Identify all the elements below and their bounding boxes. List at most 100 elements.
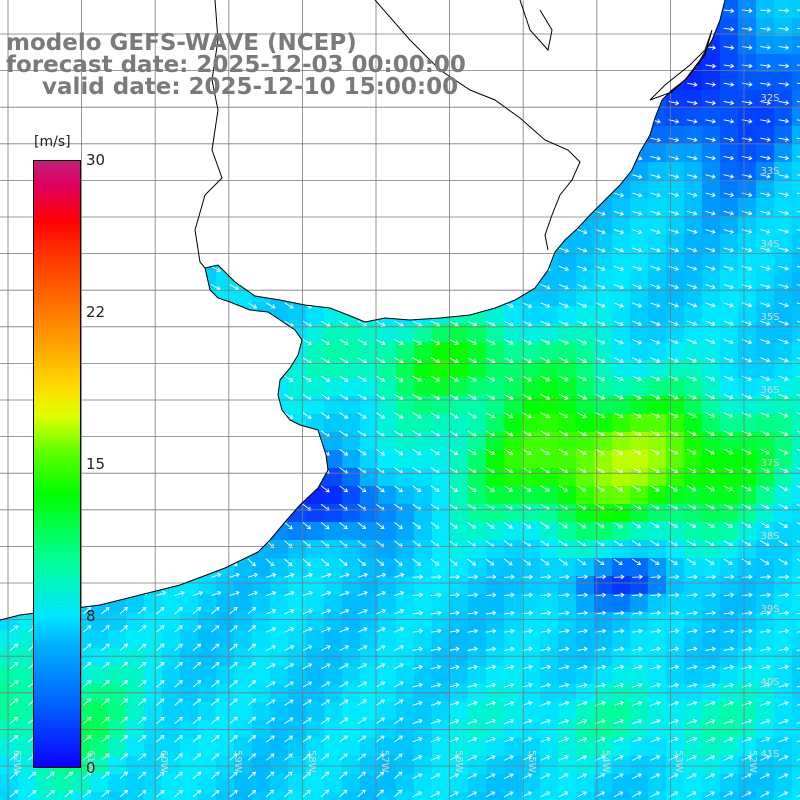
wind-speed-cell (648, 324, 667, 343)
wind-speed-cell (54, 792, 73, 800)
wind-arrow (412, 773, 423, 780)
wind-arrow (540, 558, 550, 566)
wind-speed-cell (306, 324, 325, 343)
wind-arrow (540, 320, 551, 327)
wind-speed-cell (324, 414, 343, 433)
wind-speed-cell (738, 162, 757, 181)
wind-arrow (174, 661, 183, 670)
wind-arrow (284, 663, 295, 670)
wind-arrow (760, 558, 770, 565)
wind-speed-cell (540, 414, 559, 433)
wind-speed-cell (162, 684, 181, 703)
wind-speed-cell (738, 270, 757, 289)
wind-speed-cell (738, 648, 757, 667)
wind-arrow (796, 247, 800, 253)
latitude-label: 38S (760, 531, 779, 542)
wind-arrow (137, 716, 147, 725)
wind-arrow (632, 592, 644, 598)
wind-speed-cell (108, 612, 127, 631)
wind-speed-cell (702, 342, 721, 361)
wind-arrow (375, 357, 386, 364)
wind-speed-cell (144, 774, 163, 793)
wind-arrow (796, 485, 800, 492)
wind-arrow (631, 558, 642, 565)
wind-speed-cell (396, 504, 415, 523)
wind-arrow (796, 155, 800, 161)
wind-speed-cell (648, 378, 667, 397)
wind-arrow (613, 247, 625, 253)
colorbar-units: [m/s] (34, 134, 71, 150)
wind-arrow (9, 716, 19, 725)
wind-speed-cell (342, 774, 361, 793)
wind-speed-cell (648, 738, 667, 757)
wind-arrow (320, 699, 331, 706)
wind-arrow (613, 522, 624, 529)
wind-speed-cell (504, 666, 523, 685)
wind-arrow (320, 717, 331, 725)
wind-arrow (760, 192, 771, 198)
wind-arrow (723, 82, 735, 87)
wind-arrow (339, 645, 350, 651)
wind-arrow (650, 755, 661, 761)
wind-arrow (449, 574, 461, 580)
wind-arrow (796, 375, 800, 381)
wind-arrow (577, 284, 588, 290)
wind-speed-cell (342, 540, 361, 559)
wind-arrow (522, 302, 533, 308)
wind-arrow (778, 700, 789, 706)
wind-speed-cell (126, 612, 145, 631)
wind-arrow (723, 791, 734, 798)
wind-arrow (778, 173, 790, 179)
wind-speed-cell (90, 792, 109, 800)
wind-arrow (430, 592, 442, 598)
wind-speed-cell (252, 774, 271, 793)
wind-arrow (613, 574, 625, 580)
wind-speed-cell (792, 72, 800, 91)
wind-speed-cell (648, 630, 667, 649)
wind-speed-cell (576, 648, 595, 667)
wind-speed-cell (540, 324, 559, 343)
wind-arrow (448, 339, 459, 345)
wind-arrow (247, 771, 257, 779)
wind-arrow (705, 393, 716, 400)
wind-speed-cell (324, 792, 343, 800)
wind-speed-cell (396, 396, 415, 415)
wind-speed-cell (18, 684, 37, 703)
wind-arrow (687, 628, 698, 634)
wind-arrow (613, 357, 624, 363)
wind-arrow (394, 375, 404, 382)
wind-speed-cell (432, 594, 451, 613)
wind-arrow (467, 357, 478, 364)
wind-speed-cell (234, 702, 253, 721)
wind-arrow (375, 448, 385, 456)
wind-speed-cell (738, 90, 757, 109)
wind-speed-cell (702, 396, 721, 415)
wind-arrow (503, 664, 515, 670)
wind-arrow (357, 320, 368, 327)
wind-arrow (192, 789, 202, 798)
longitude-label: 60W (158, 750, 169, 773)
wind-speed-cell (378, 324, 397, 343)
wind-speed-cell (576, 468, 595, 487)
wind-arrow (686, 682, 698, 688)
wind-speed-cell (450, 432, 469, 451)
wind-arrow (430, 682, 442, 688)
wind-speed-cell (756, 90, 775, 109)
wind-speed-cell (756, 198, 775, 217)
wind-speed-cell (666, 198, 685, 217)
wind-speed-cell (162, 666, 181, 685)
wind-arrow (430, 375, 441, 382)
wind-speed-cell (522, 504, 541, 523)
wind-speed-cell (630, 702, 649, 721)
wind-arrow (485, 357, 496, 364)
wind-arrow (192, 698, 202, 706)
wind-arrow (796, 628, 800, 634)
wind-speed-cell (792, 414, 800, 433)
wind-speed-cell (576, 756, 595, 775)
wind-arrow (687, 82, 698, 87)
wind-speed-cell (558, 630, 577, 649)
wind-speed-cell (486, 702, 505, 721)
wind-speed-cell (360, 630, 379, 649)
wind-arrow (503, 718, 515, 725)
wind-arrow (192, 606, 202, 615)
